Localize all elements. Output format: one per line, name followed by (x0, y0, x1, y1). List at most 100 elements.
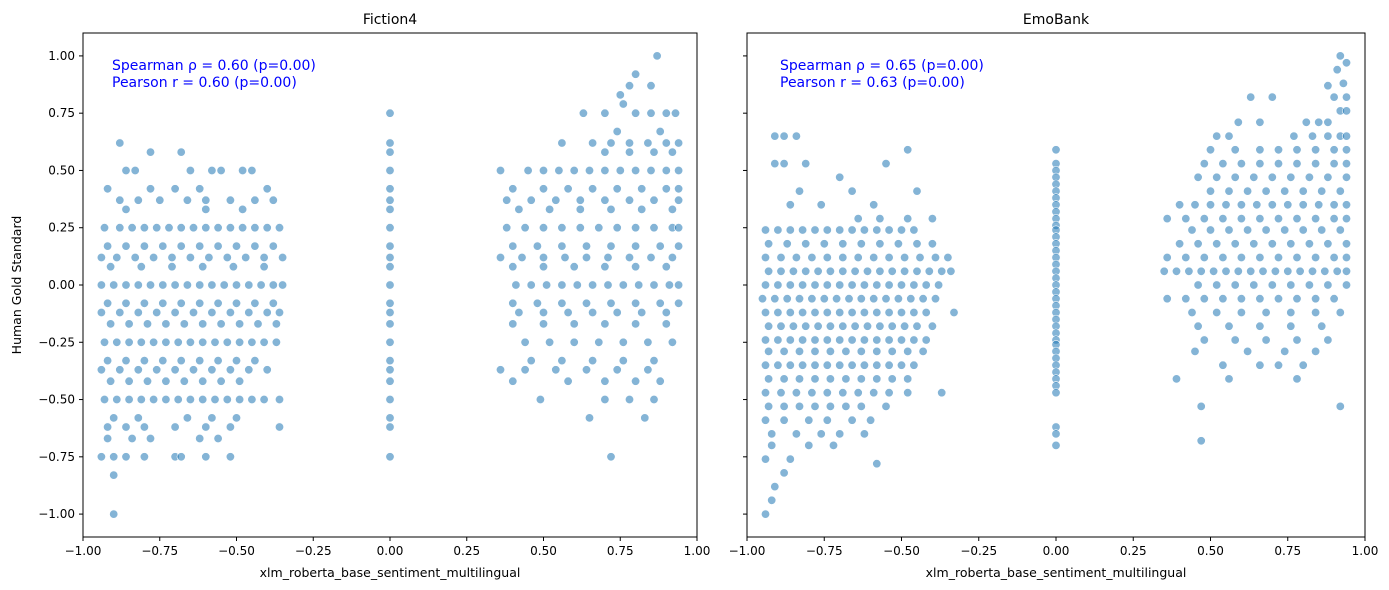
data-point (1193, 239, 1203, 249)
data-point (385, 280, 395, 290)
y-axis-label: Human Gold Standard (9, 216, 24, 355)
data-point (155, 195, 165, 205)
data-point (1274, 360, 1284, 370)
data-point (136, 337, 146, 347)
data-point (930, 253, 940, 263)
data-point (198, 394, 208, 404)
y-tick-label: 1.00 (48, 49, 75, 63)
data-point (791, 388, 801, 398)
data-point (918, 294, 928, 304)
data-point (1335, 401, 1345, 411)
data-point (185, 337, 195, 347)
data-point (896, 360, 906, 370)
data-point (1289, 131, 1299, 141)
data-point (655, 127, 665, 137)
data-point (1255, 294, 1265, 304)
data-point (578, 108, 588, 118)
data-point (143, 319, 153, 329)
data-point (624, 147, 634, 157)
data-point (1212, 131, 1222, 141)
data-point (801, 321, 811, 331)
data-point (1162, 253, 1172, 263)
data-point (1193, 321, 1203, 331)
data-point (674, 138, 684, 148)
data-point (634, 280, 644, 290)
data-point (813, 321, 823, 331)
data-point (798, 307, 808, 317)
x-tick-label: 0.75 (607, 544, 634, 558)
data-point (1323, 117, 1333, 127)
data-point (1295, 266, 1305, 276)
data-point (770, 159, 780, 169)
data-point (278, 253, 288, 263)
data-point (847, 335, 857, 345)
data-point (667, 253, 677, 263)
data-point (235, 319, 245, 329)
data-point (624, 81, 634, 91)
data-point (825, 374, 835, 384)
data-point (760, 307, 770, 317)
data-point (884, 307, 894, 317)
data-point (1249, 172, 1259, 182)
data-point (1329, 92, 1339, 102)
data-point (921, 307, 931, 317)
data-point (835, 280, 845, 290)
data-point (674, 280, 684, 290)
data-point (674, 184, 684, 194)
data-point (618, 356, 628, 366)
data-point (1218, 360, 1228, 370)
data-point (207, 280, 217, 290)
data-point (158, 241, 168, 251)
data-point (222, 394, 232, 404)
data-point (819, 294, 829, 304)
data-point (838, 388, 848, 398)
y-tick-label: 0.25 (48, 221, 75, 235)
data-point (1184, 266, 1194, 276)
data-point (1224, 321, 1234, 331)
data-point (216, 376, 226, 386)
data-point (825, 346, 835, 356)
data-point (606, 241, 616, 251)
data-point (1342, 280, 1352, 290)
data-point (238, 166, 248, 176)
data-point (816, 429, 826, 439)
data-point (274, 394, 284, 404)
data-point (896, 335, 906, 345)
data-point (1233, 117, 1243, 127)
data-point (773, 335, 783, 345)
data-point (946, 266, 956, 276)
data-point (798, 225, 808, 235)
data-point (1292, 335, 1302, 345)
data-point (785, 360, 795, 370)
data-point (1342, 92, 1352, 102)
data-point (210, 394, 220, 404)
data-point (884, 253, 894, 263)
data-point (1342, 253, 1352, 263)
data-point (757, 294, 767, 304)
data-point (618, 337, 628, 347)
data-point (859, 307, 869, 317)
data-point (164, 223, 174, 233)
data-point (887, 374, 897, 384)
data-point (1196, 436, 1206, 446)
y-ticks-emobank (743, 55, 747, 515)
data-point (1332, 65, 1342, 75)
data-point (1236, 307, 1246, 317)
data-point (115, 365, 125, 375)
data-point (773, 280, 783, 290)
data-point (776, 388, 786, 398)
data-point (136, 394, 146, 404)
data-point (853, 388, 863, 398)
data-point (801, 266, 811, 276)
data-point (109, 470, 119, 480)
y-tick-label: −1.00 (38, 507, 75, 521)
data-point (764, 239, 774, 249)
x-axis-label: xlm_roberta_base_sentiment_multilingual (926, 565, 1187, 580)
data-point (859, 280, 869, 290)
data-point (121, 204, 131, 214)
data-point (903, 388, 913, 398)
data-point (508, 319, 518, 329)
data-point (569, 166, 579, 176)
data-point (189, 365, 199, 375)
panel-fiction4: Fiction4 −1.00 −0.75 −0.50 −0.25 0.00 0.25 0.5… (9, 12, 710, 580)
